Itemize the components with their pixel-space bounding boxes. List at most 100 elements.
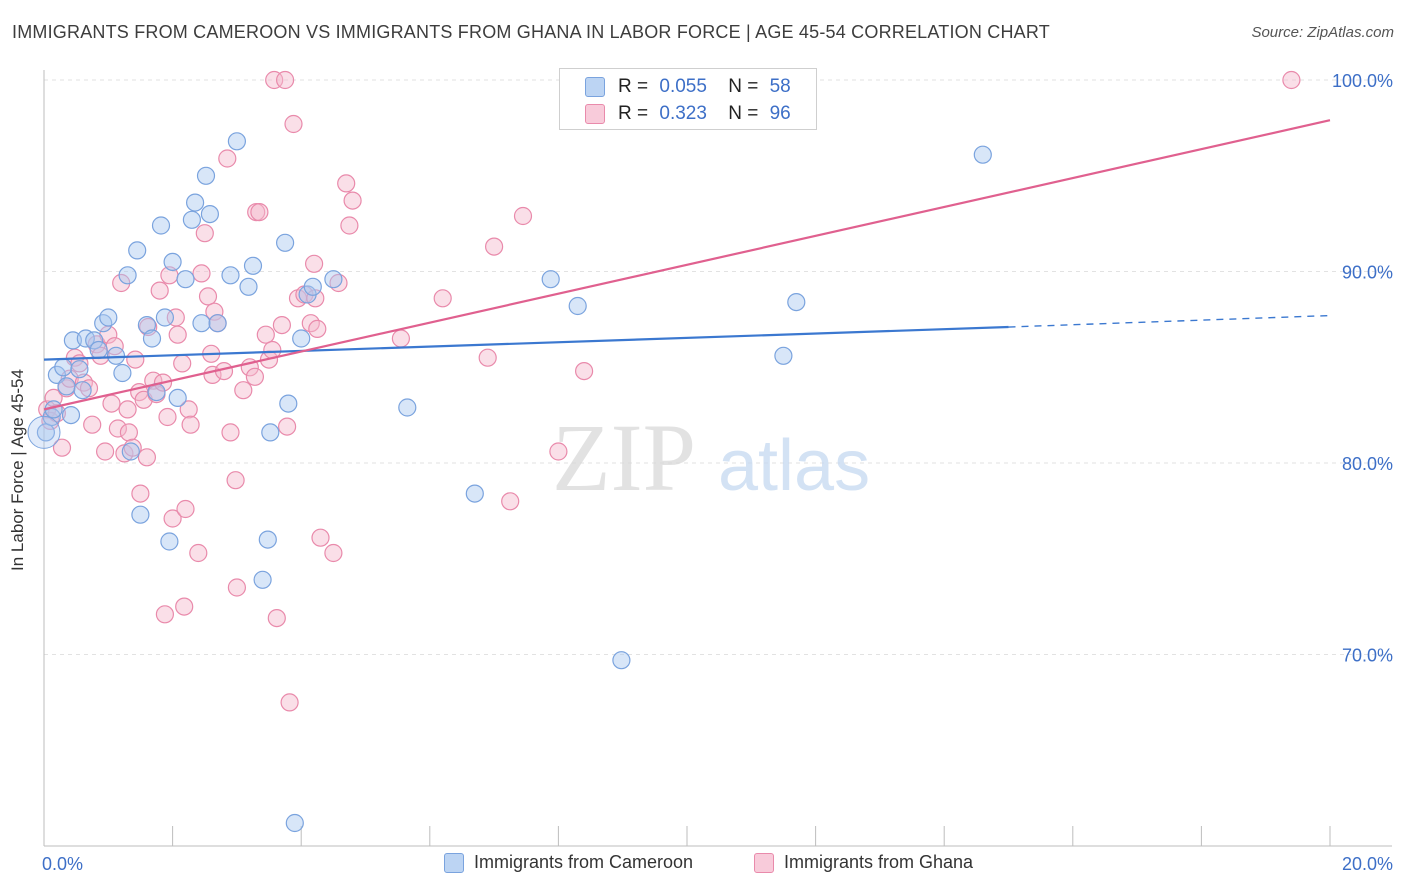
point-cameroon [192, 314, 211, 333]
trendline-cameroon-extrapolated [1008, 314, 1331, 328]
point-ghana [175, 597, 194, 616]
ghana-n-value: 96 [769, 103, 791, 124]
point-cameroon-cluster [27, 415, 61, 449]
point-ghana [150, 281, 169, 300]
point-cameroon [113, 363, 132, 383]
point-ghana [1282, 70, 1301, 90]
point-cameroon [541, 270, 560, 289]
point-cameroon [168, 388, 187, 407]
point-cameroon [118, 266, 137, 285]
point-ghana [284, 114, 303, 134]
point-ghana [52, 438, 72, 457]
point-ghana [163, 509, 182, 528]
point-cameroon [137, 316, 156, 335]
point-cameroon [151, 216, 171, 235]
point-cameroon [176, 270, 195, 289]
point-cameroon [324, 270, 343, 289]
point-cameroon [612, 651, 631, 670]
legend-item-cameroon[interactable]: Immigrants from Cameroon [444, 852, 693, 873]
point-cameroon [279, 394, 298, 413]
point-ghana [513, 206, 533, 226]
point-cameroon [57, 377, 76, 396]
point-cameroon [276, 233, 295, 252]
point-cameroon [221, 266, 240, 285]
point-ghana [118, 400, 137, 419]
watermark: ZIP atlas [552, 404, 870, 511]
point-ghana [173, 354, 192, 373]
stats-legend: R = 0.055 N = 58 R = 0.323 N = 96 [559, 68, 817, 130]
legend-label-ghana: Immigrants from Ghana [784, 852, 974, 872]
cameroon-swatch [585, 77, 605, 97]
point-cameroon [774, 346, 793, 365]
point-cameroon [106, 346, 126, 365]
point-ghana [102, 394, 121, 413]
y-tick-label: 100.0% [1332, 71, 1393, 91]
point-ghana [179, 400, 198, 419]
point-cameroon [186, 193, 205, 212]
point-cameroon [261, 423, 280, 442]
point-ghana [485, 237, 504, 256]
point-cameroon [258, 530, 277, 549]
point-cameroon [128, 241, 147, 260]
point-cameroon [89, 340, 108, 360]
point-cameroon [196, 166, 216, 185]
point-ghana [337, 174, 356, 193]
point-cameroon [568, 296, 587, 316]
point-ghana [308, 319, 327, 338]
ghana-r-label: R = [618, 103, 649, 124]
point-ghana [276, 70, 295, 90]
point-cameroon [142, 329, 162, 348]
x-tick-label: 20.0% [1342, 854, 1393, 874]
point-ghana [95, 442, 115, 461]
legend-item-ghana[interactable]: Immigrants from Ghana [754, 852, 973, 873]
point-cameroon [70, 360, 89, 379]
point-ghana [205, 302, 224, 321]
point-ghana [168, 325, 187, 344]
trendline-ghana [43, 119, 1331, 411]
point-ghana [267, 608, 286, 628]
point-cameroon [61, 406, 81, 425]
point-cameroon [292, 329, 311, 348]
point-ghana [227, 578, 246, 597]
chart-title: IMMIGRANTS FROM CAMEROON VS IMMIGRANTS F… [12, 22, 1050, 42]
point-ghana [131, 484, 150, 503]
point-cameroon [99, 308, 118, 327]
point-cameroon [243, 256, 263, 275]
cameroon-n-value: 58 [769, 76, 791, 97]
point-ghana [221, 423, 240, 442]
point-cameroon [200, 205, 219, 224]
point-ghana [218, 149, 237, 168]
point-ghana [126, 350, 145, 369]
point-cameroon [73, 381, 92, 400]
source-credit: Source: ZipAtlas.com [1251, 24, 1394, 41]
point-ghana [343, 191, 362, 210]
point-cameroon [787, 293, 806, 312]
point-ghana [83, 415, 102, 434]
y-tick-label: 70.0% [1342, 646, 1393, 666]
point-ghana [79, 379, 99, 398]
point-ghana [278, 417, 297, 436]
bottom-legend: Immigrants from Cameroon Immigrants from… [0, 852, 1406, 878]
legend-swatch-ghana [754, 852, 774, 873]
cameroon-r-value: 0.055 [659, 76, 707, 97]
point-ghana [311, 528, 330, 547]
x-tick-label: 0.0% [42, 854, 83, 874]
point-ghana [250, 203, 269, 222]
point-cameroon [227, 132, 246, 151]
legend-label-cameroon: Immigrants from Cameroon [474, 852, 694, 872]
point-ghana [501, 492, 520, 511]
ghana-swatch [585, 104, 605, 124]
legend-swatch-cameroon [444, 852, 464, 873]
point-ghana [195, 224, 214, 243]
ghana-n-label: N = [728, 103, 759, 124]
point-ghana [119, 423, 138, 442]
point-cameroon [208, 314, 227, 333]
ghana-r-value: 0.323 [659, 103, 707, 124]
point-ghana [189, 543, 208, 563]
cameroon-r-label: R = [618, 76, 649, 97]
point-cameroon [239, 277, 258, 296]
point-ghana [265, 70, 284, 90]
point-ghana [391, 329, 410, 348]
point-ghana [305, 254, 324, 273]
point-cameroon [182, 210, 201, 229]
